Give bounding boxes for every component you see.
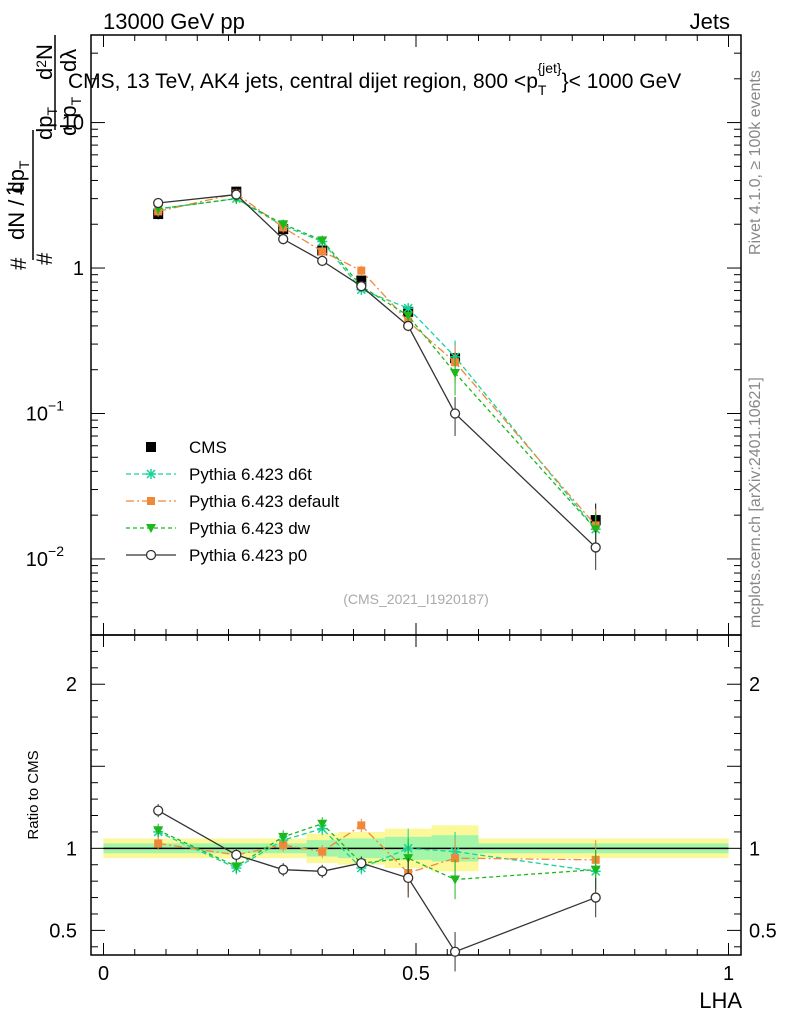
svg-text:d2N: d2N xyxy=(32,44,57,80)
data-point xyxy=(317,866,328,877)
series-line xyxy=(157,822,596,881)
data-point xyxy=(153,805,164,816)
data-point xyxy=(356,275,367,286)
svg-text:dλ: dλ xyxy=(56,49,81,72)
data-point xyxy=(278,864,289,875)
ratio-frame xyxy=(90,634,742,956)
ratio-y-tick-label: 1 xyxy=(66,838,77,860)
main-y-tick-label: 1 xyxy=(73,258,84,280)
data-point xyxy=(357,266,366,275)
star-stroke xyxy=(146,469,156,479)
data-point xyxy=(590,525,601,535)
energy-label: 13000 GeV pp xyxy=(103,9,245,34)
legend-entry: CMS xyxy=(189,438,227,457)
data-point xyxy=(318,247,327,256)
legend-marker xyxy=(146,469,156,479)
svg-text:#: # xyxy=(6,257,31,270)
main-frame xyxy=(90,34,742,636)
data-point xyxy=(278,220,289,230)
data-point xyxy=(154,839,163,848)
data-point xyxy=(450,875,461,885)
data-point xyxy=(279,841,288,850)
series-line xyxy=(158,824,596,874)
data-point xyxy=(590,892,601,903)
series-line xyxy=(158,193,597,548)
data-point xyxy=(231,189,242,200)
data-point xyxy=(449,408,461,419)
data-point xyxy=(317,819,328,829)
svg-text:1: 1 xyxy=(2,184,27,196)
data-point xyxy=(278,233,289,245)
main-y-tick-label: 10−1 xyxy=(26,397,64,425)
ratio-y-tick-label-right: 2 xyxy=(749,674,760,696)
rivet-version-label: Rivet 4.1.0, ≥ 100k events xyxy=(747,70,764,255)
ratio-panel: 0 0.5 1 0.5 0.5 1 1 2 2 xyxy=(49,634,777,985)
ratio-y-tick-label-right: 1 xyxy=(749,838,760,860)
data-point xyxy=(153,826,164,836)
legend-entry: Pythia 6.423 p0 xyxy=(189,546,307,565)
data-point xyxy=(356,281,367,292)
data-point xyxy=(403,872,414,884)
series-line xyxy=(158,192,597,526)
legend-marker xyxy=(145,549,157,561)
legend-marker xyxy=(147,497,155,505)
main-y-axis-label: # dN / dpT 1 # dpT d2N d pT dλ xyxy=(2,35,84,270)
data-point xyxy=(449,946,461,957)
legend-entry: Pythia 6.423 d6t xyxy=(189,465,312,484)
ratio-y-tick-label: 0.5 xyxy=(49,920,77,942)
chart-title: CMS, 13 TeV, AK4 jets, central dijet reg… xyxy=(68,60,681,98)
data-point xyxy=(590,865,601,875)
legend-entry: Pythia 6.423 dw xyxy=(189,519,311,538)
mcplots-label: mcplots.cern.ch [arXiv:2401.10621] xyxy=(747,377,764,628)
legend-marker xyxy=(146,442,156,452)
data-point xyxy=(317,255,328,267)
data-point xyxy=(450,368,461,378)
legend: CMS Pythia 6.423 d6t Pythia 6.423 default P… xyxy=(126,438,340,565)
series-line xyxy=(158,197,597,530)
x-tick-label: 0 xyxy=(98,963,109,985)
data-point xyxy=(403,303,414,314)
category-label: Jets xyxy=(690,9,730,34)
data-point xyxy=(318,847,327,856)
legend-entry: Pythia 6.423 default xyxy=(189,492,340,511)
analysis-id-label: (CMS_2021_I1920187) xyxy=(343,591,489,607)
data-point xyxy=(317,236,328,246)
ratio-y-tick-label: 2 xyxy=(66,674,77,696)
data-point xyxy=(153,197,164,209)
data-point xyxy=(403,311,414,321)
svg-text:#: # xyxy=(32,252,57,265)
data-point xyxy=(231,862,242,872)
series-line xyxy=(157,827,596,872)
data-point xyxy=(356,857,367,869)
data-point xyxy=(231,849,242,861)
x-tick-label: 0.5 xyxy=(402,963,430,985)
data-point xyxy=(590,542,601,553)
series-line xyxy=(157,810,596,953)
legend-marker xyxy=(146,524,156,533)
x-axis-label: LHA xyxy=(699,988,742,1013)
svg-text:dN / dpT: dN / dpT xyxy=(4,160,32,240)
x-tick-label: 1 xyxy=(723,963,734,985)
main-y-tick-label: 10−2 xyxy=(26,543,64,571)
data-point xyxy=(451,854,460,863)
star-stroke xyxy=(403,303,413,313)
data-point xyxy=(357,821,366,830)
main-y-tick-label: 10 xyxy=(62,113,84,135)
ratio-y-axis-label: Ratio to CMS xyxy=(25,750,42,839)
data-point xyxy=(278,832,289,842)
main-panel: 10−2 10−1 1 10 xyxy=(26,34,742,647)
data-point xyxy=(403,320,414,332)
ratio-y-tick-label-right: 0.5 xyxy=(749,920,777,942)
